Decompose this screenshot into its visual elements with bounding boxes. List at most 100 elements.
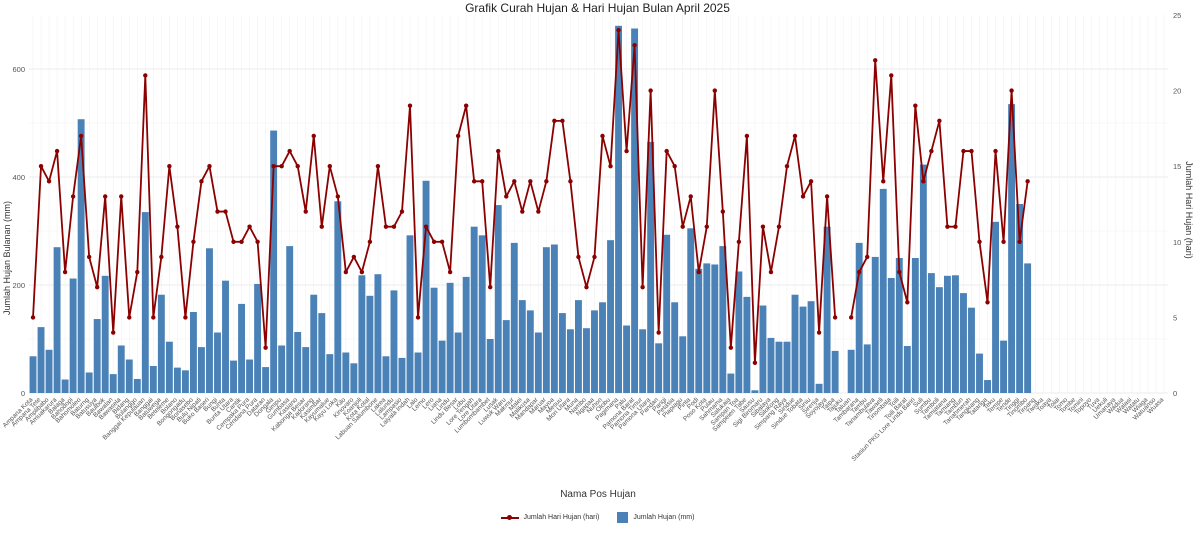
bar — [262, 367, 270, 393]
bar — [727, 373, 735, 393]
line-point — [207, 164, 212, 169]
bar — [406, 235, 414, 393]
line-point — [536, 209, 541, 214]
bar — [478, 235, 486, 393]
line-point — [848, 315, 854, 320]
bar — [270, 130, 278, 393]
bar — [558, 313, 566, 393]
bar — [69, 278, 77, 393]
bar — [735, 271, 743, 393]
line-point — [616, 27, 621, 33]
bar-layer — [29, 25, 1032, 394]
line-point — [447, 269, 453, 275]
line-point — [183, 315, 188, 320]
bar — [61, 379, 69, 393]
bar — [919, 164, 927, 393]
line-point — [94, 284, 100, 290]
bar — [943, 275, 951, 393]
bar — [711, 264, 719, 393]
bar — [254, 283, 262, 393]
bar — [125, 359, 133, 393]
line-point — [279, 164, 284, 169]
bar — [45, 349, 53, 393]
line-point — [119, 194, 124, 199]
line-point — [239, 239, 244, 244]
legend-line-label: Jumlah Hari Hujan (hari) — [523, 514, 600, 521]
line-point — [768, 269, 774, 275]
bar — [390, 290, 398, 393]
bar — [1024, 263, 1032, 393]
bar — [855, 242, 863, 393]
bar — [879, 188, 887, 393]
line-point — [648, 88, 653, 93]
y2-tick-label: 10 — [1173, 238, 1181, 247]
bar — [566, 329, 574, 393]
y-tick-label: 0 — [21, 389, 25, 398]
line-point — [656, 330, 661, 335]
line-point — [287, 148, 292, 154]
line-layer — [30, 27, 1030, 365]
line-point — [54, 148, 60, 154]
bar — [77, 119, 85, 393]
bar — [583, 328, 590, 393]
bar — [286, 246, 294, 393]
line-point — [199, 179, 204, 184]
line-point — [728, 345, 734, 350]
bar — [430, 287, 438, 393]
line-point — [608, 164, 613, 169]
legend-bar-label: Jumlah Hujan (mm) — [633, 514, 695, 521]
line-point — [359, 269, 365, 275]
bar — [807, 301, 815, 393]
bar — [133, 378, 141, 393]
line-point — [111, 330, 116, 335]
bar — [438, 340, 446, 393]
bar — [398, 357, 406, 393]
bar — [968, 307, 975, 393]
line-point — [881, 179, 886, 184]
y2-axis-label: Jumlah Hari Hujan (hari) — [1184, 161, 1194, 259]
bar — [534, 332, 542, 393]
line-point — [913, 103, 918, 108]
bar — [759, 305, 767, 393]
line-point — [520, 209, 525, 214]
line-point — [977, 239, 982, 244]
bar — [366, 295, 374, 393]
bar — [863, 344, 871, 393]
line-point — [688, 194, 693, 199]
line-point — [832, 315, 838, 320]
line-point — [151, 315, 156, 320]
bar — [703, 263, 711, 393]
line-point — [455, 133, 461, 139]
y-axis-label: Jumlah Hujan Bulanan (mm) — [2, 201, 12, 315]
bar — [639, 329, 647, 393]
line-point — [295, 164, 300, 169]
bar — [342, 352, 350, 393]
line-point — [784, 164, 790, 169]
line-point — [640, 284, 645, 290]
line-point — [1001, 239, 1006, 244]
bar — [647, 141, 655, 393]
line-point — [488, 284, 493, 290]
legend-line-swatch — [500, 514, 519, 520]
line-point — [327, 164, 332, 169]
line-point — [945, 224, 950, 229]
line-point — [568, 179, 573, 184]
bar — [847, 349, 855, 393]
bar — [206, 248, 213, 393]
bar — [318, 313, 326, 393]
line-point — [961, 148, 966, 154]
line-point — [271, 164, 276, 169]
bar — [278, 345, 286, 393]
bar — [927, 273, 935, 393]
line-point — [544, 179, 549, 184]
bar — [976, 353, 983, 393]
bar — [181, 370, 189, 393]
line-point — [30, 315, 36, 320]
bar — [189, 312, 197, 393]
y-tick-label: 400 — [12, 173, 25, 182]
bar — [591, 310, 598, 393]
bar — [984, 380, 991, 393]
bar — [518, 300, 526, 393]
bar — [526, 310, 534, 393]
